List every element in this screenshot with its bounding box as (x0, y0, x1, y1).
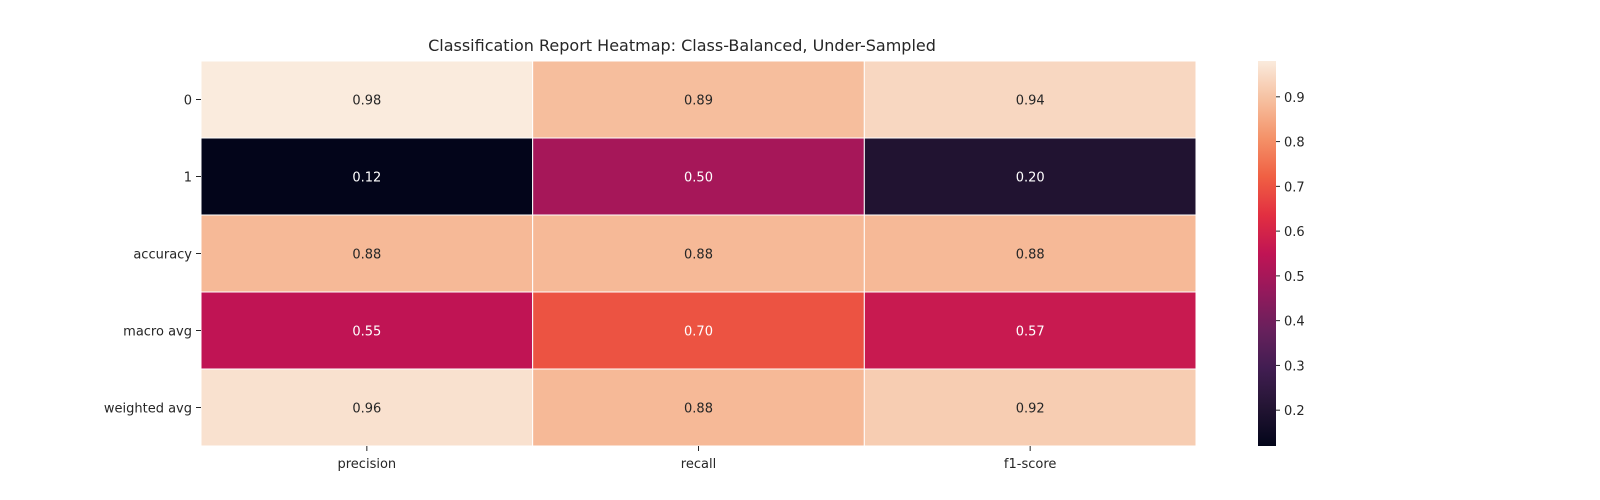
colorbar-tick-label-6: 0.8 (1284, 136, 1305, 151)
heatmap-cell-4-1 (532, 368, 865, 447)
row-label-4: weighted avg (104, 402, 192, 417)
cell-value-0-2: 0.94 (1016, 94, 1045, 109)
cell-value-3-0: 0.55 (352, 325, 381, 340)
heatmap-cell-4-0 (200, 368, 534, 447)
colorbar-tick-label-7: 0.9 (1284, 91, 1305, 106)
colorbar-tick-label-5: 0.7 (1284, 180, 1305, 195)
heatmap-cell-0-1 (532, 60, 865, 139)
row-label-3: macro avg (123, 325, 192, 340)
colorbar-tick-label-0: 0.2 (1284, 404, 1305, 419)
row-label-0: 0 (184, 94, 192, 109)
colorbar-tick-label-4: 0.6 (1284, 225, 1305, 240)
cell-value-0-0: 0.98 (352, 94, 381, 109)
cell-value-2-1: 0.88 (684, 248, 713, 263)
heatmap-cell-4-2 (863, 368, 1197, 447)
cell-value-4-2: 0.92 (1016, 402, 1045, 417)
cell-value-3-1: 0.70 (684, 325, 713, 340)
heatmap-cell-1-1 (532, 137, 865, 216)
heatmap-cell-0-0 (200, 60, 534, 139)
chart-title: Classification Report Heatmap: Class-Bal… (428, 36, 936, 55)
cell-value-0-1: 0.89 (684, 94, 713, 109)
cell-value-2-2: 0.88 (1016, 248, 1045, 263)
colorbar-tick-label-3: 0.5 (1284, 270, 1305, 285)
row-labels: 0 1 accuracy macro avg weighted avg (104, 94, 201, 417)
heatmap-cell-1-2 (863, 137, 1197, 216)
heatmap-cell-1-0 (200, 137, 534, 216)
col-label-2: f1-score (1004, 457, 1056, 472)
cell-value-3-2: 0.57 (1016, 325, 1045, 340)
cell-value-1-2: 0.20 (1016, 171, 1045, 186)
cell-value-4-0: 0.96 (352, 402, 381, 417)
heatmap-cell-2-1 (532, 214, 865, 293)
heatmap-cell-0-2 (863, 60, 1197, 139)
cell-value-4-1: 0.88 (684, 402, 713, 417)
row-label-2: accuracy (133, 248, 192, 263)
column-labels: precision recall f1-score (338, 446, 1056, 472)
col-label-0: precision (338, 457, 397, 472)
heatmap-cells: 0.98 0.89 0.94 0.12 0.50 0.20 0.88 0.88 0.88 0.55… (200, 60, 1197, 447)
col-label-1: recall (681, 457, 716, 472)
heatmap-cell-3-2 (863, 291, 1197, 370)
cell-value-1-0: 0.12 (352, 171, 381, 186)
cell-value-2-0: 0.88 (352, 248, 381, 263)
heatmap-cell-3-0 (200, 291, 534, 370)
cell-value-1-1: 0.50 (684, 171, 713, 186)
colorbar: 0.2 0.3 0.4 0.5 0.6 0.7 0.8 0.9 (1258, 61, 1305, 446)
colorbar-tick-label-1: 0.3 (1284, 359, 1305, 374)
colorbar-tick-label-2: 0.4 (1284, 315, 1305, 330)
row-label-1: 1 (184, 171, 192, 186)
colorbar-gradient (1258, 61, 1276, 446)
